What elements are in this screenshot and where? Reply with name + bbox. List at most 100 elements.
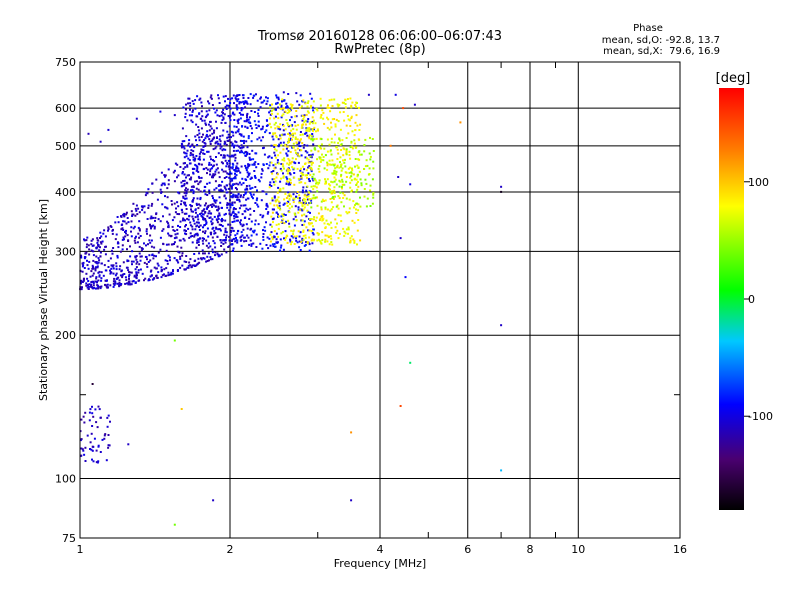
data-point	[289, 137, 292, 140]
data-point	[163, 268, 166, 271]
data-point	[293, 212, 296, 215]
data-point	[227, 104, 230, 107]
data-point	[212, 499, 215, 502]
data-point	[372, 193, 375, 196]
data-point	[79, 282, 82, 285]
data-point	[210, 258, 212, 261]
data-point	[212, 159, 214, 162]
data-point	[134, 281, 137, 284]
data-point	[298, 246, 301, 249]
data-point	[304, 198, 307, 201]
data-point	[191, 235, 194, 237]
data-point	[238, 145, 240, 148]
data-point	[99, 287, 102, 290]
data-point	[209, 120, 212, 123]
data-point	[179, 266, 182, 269]
data-point	[127, 240, 130, 242]
data-point	[268, 117, 271, 120]
data-point	[356, 175, 359, 178]
data-point	[211, 251, 214, 254]
x-tick-label: 2	[227, 543, 234, 556]
data-point	[355, 190, 358, 193]
data-point	[236, 239, 239, 242]
data-point	[306, 134, 309, 137]
data-point	[366, 197, 369, 200]
data-point	[314, 185, 317, 188]
data-point	[236, 188, 238, 191]
data-point	[88, 419, 91, 422]
data-point	[271, 208, 274, 211]
data-point	[132, 280, 135, 282]
data-point	[273, 117, 276, 120]
data-point	[201, 140, 204, 143]
data-point	[82, 279, 85, 282]
data-point	[97, 405, 100, 408]
data-point	[217, 228, 220, 231]
data-point	[238, 101, 241, 104]
data-point	[200, 101, 203, 104]
data-point	[324, 240, 327, 243]
data-point	[221, 111, 224, 114]
data-point	[352, 173, 355, 176]
data-point	[220, 219, 223, 221]
data-point	[161, 203, 164, 206]
data-point	[211, 236, 214, 239]
data-point	[322, 217, 325, 220]
data-point	[336, 166, 338, 169]
data-point	[215, 199, 218, 202]
data-point	[188, 114, 191, 117]
data-point	[227, 133, 230, 136]
data-point	[302, 123, 304, 126]
data-point	[353, 142, 356, 145]
y-tick-label: 200	[55, 329, 76, 342]
data-point	[247, 163, 250, 166]
data-point	[82, 449, 85, 452]
data-point	[343, 119, 346, 122]
data-point	[284, 193, 287, 195]
data-point	[347, 228, 350, 231]
data-point	[326, 208, 329, 211]
data-point	[235, 95, 238, 98]
chart-title: Tromsø 20160128 06:06:00–06:07:43	[257, 29, 502, 44]
data-point	[299, 145, 302, 148]
data-point	[277, 138, 280, 141]
data-point	[214, 142, 217, 145]
data-point	[245, 240, 248, 242]
data-point	[194, 233, 197, 236]
data-point	[235, 237, 237, 239]
data-point	[131, 280, 134, 283]
data-point	[356, 124, 359, 127]
data-point	[202, 252, 204, 255]
data-point	[318, 238, 320, 241]
data-point	[254, 202, 257, 204]
data-point	[184, 268, 187, 271]
data-point	[364, 138, 367, 141]
data-point	[160, 184, 163, 187]
data-point	[277, 200, 280, 203]
data-point	[236, 162, 239, 165]
data-point	[257, 205, 260, 208]
data-point	[278, 103, 281, 106]
data-point	[292, 142, 295, 145]
data-point	[298, 141, 301, 144]
data-point	[249, 93, 252, 96]
data-point	[357, 173, 359, 176]
data-point	[351, 101, 354, 104]
data-point	[273, 208, 275, 211]
data-point	[98, 249, 101, 252]
data-point	[282, 113, 285, 116]
data-point	[91, 412, 94, 415]
data-point	[288, 132, 291, 135]
data-point	[153, 246, 156, 249]
data-point	[315, 182, 317, 185]
data-point	[357, 219, 360, 221]
data-point	[167, 254, 170, 257]
data-point	[320, 158, 323, 161]
data-point	[342, 154, 345, 157]
phase-header: Phase	[633, 23, 663, 34]
data-point	[185, 230, 187, 232]
data-point	[330, 153, 333, 156]
data-point	[172, 269, 174, 272]
data-point	[127, 443, 130, 446]
data-point	[279, 167, 282, 170]
